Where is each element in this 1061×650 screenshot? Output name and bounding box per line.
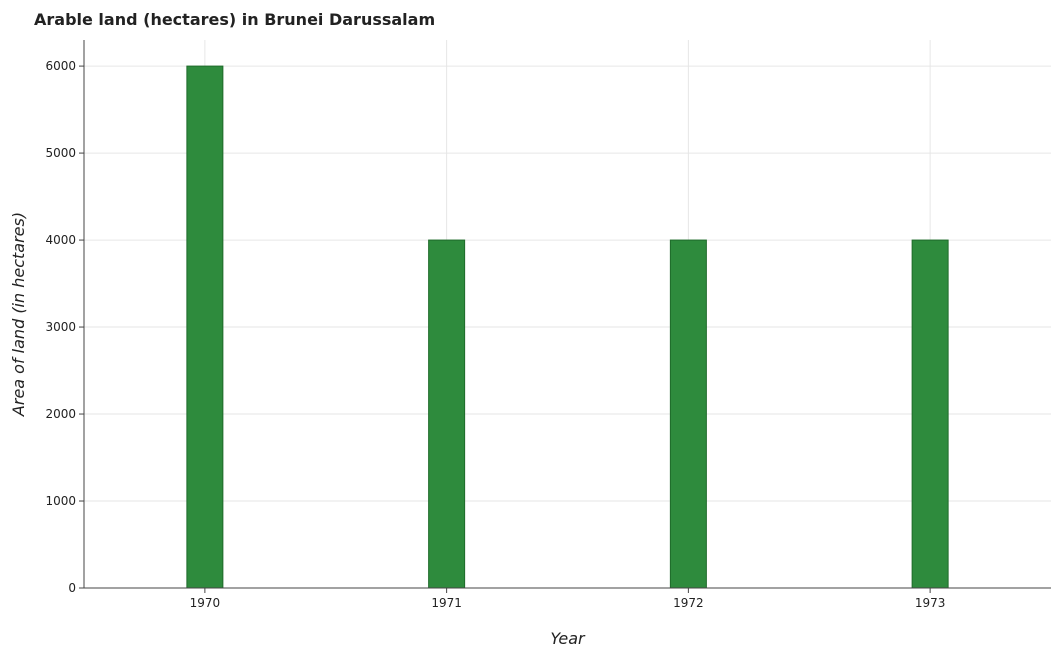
- bar-1972: [669, 239, 707, 589]
- y-tick-label: 5000: [45, 146, 76, 160]
- gridlines: [84, 40, 1051, 589]
- x-tick-label: 1971: [431, 596, 462, 610]
- bar-1973: [911, 239, 949, 589]
- x-tick-label: 1972: [673, 596, 704, 610]
- y-tick-label: 4000: [45, 233, 76, 247]
- tick-labels: 0 1000 2000 3000 4000 5000 6000 1970 1971 1972 197…: [45, 59, 945, 610]
- y-tick-label: 2000: [45, 407, 76, 421]
- axes: [79, 40, 1051, 593]
- y-tick-label: 0: [68, 581, 76, 595]
- y-tick-label: 3000: [45, 320, 76, 334]
- bar-1971: [428, 239, 466, 589]
- bars: [186, 65, 949, 589]
- x-tick-label: 1970: [190, 596, 221, 610]
- y-tick-label: 6000: [45, 59, 76, 73]
- chart-title: Arable land (hectares) in Brunei Darussa…: [34, 10, 436, 29]
- y-tick-label: 1000: [45, 494, 76, 508]
- x-tick-label: 1973: [915, 596, 946, 610]
- x-axis-title: Year: [550, 629, 586, 648]
- bar-1970: [186, 65, 224, 589]
- y-axis-title: Area of land (in hectares): [9, 212, 28, 417]
